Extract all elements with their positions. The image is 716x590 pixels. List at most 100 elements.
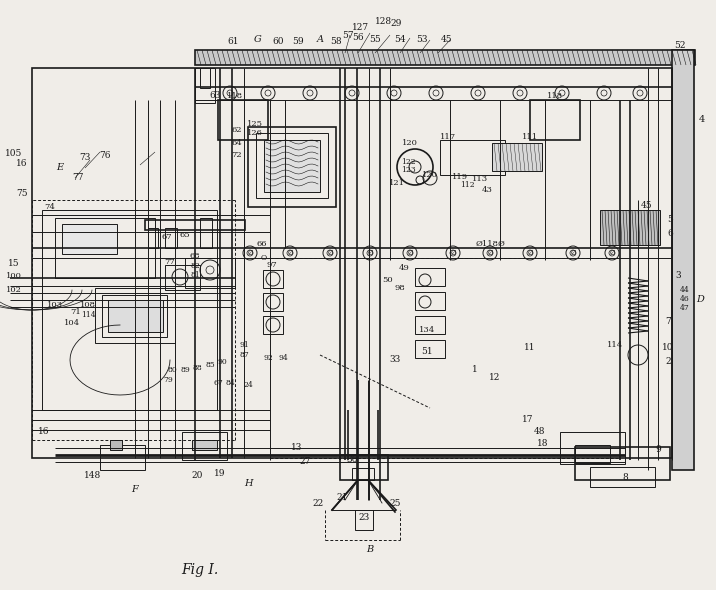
Text: H: H: [243, 478, 252, 487]
Bar: [672, 50, 694, 470]
Text: 33: 33: [390, 356, 401, 365]
Text: 54: 54: [395, 34, 406, 44]
Bar: [192, 440, 217, 450]
Text: Ø: Ø: [609, 250, 615, 256]
Bar: [600, 210, 660, 245]
Text: D: D: [696, 296, 704, 304]
Text: 118: 118: [547, 92, 563, 100]
Bar: [492, 143, 542, 171]
Text: Ø: Ø: [527, 250, 533, 256]
Text: 104: 104: [64, 319, 80, 327]
Text: 15: 15: [8, 258, 20, 267]
Text: 125: 125: [247, 120, 263, 128]
Text: 55: 55: [369, 35, 381, 44]
Text: 80: 80: [167, 366, 177, 374]
Text: 6: 6: [667, 228, 673, 238]
Text: 66: 66: [257, 240, 267, 248]
Text: 67: 67: [213, 379, 223, 387]
Text: 18: 18: [537, 440, 548, 448]
Bar: [352, 468, 374, 480]
Text: 65: 65: [180, 231, 190, 239]
Text: G: G: [254, 35, 262, 44]
Text: 103: 103: [47, 301, 63, 309]
Text: 16: 16: [38, 428, 49, 437]
Text: 89: 89: [180, 366, 190, 374]
Text: 63: 63: [209, 90, 221, 100]
Text: 4: 4: [699, 116, 705, 124]
Text: 77: 77: [165, 258, 175, 266]
Text: 118: 118: [227, 92, 243, 100]
Text: 13: 13: [291, 442, 303, 451]
Text: 8: 8: [622, 474, 628, 483]
Bar: [165, 265, 200, 290]
Text: 49: 49: [399, 264, 410, 272]
Text: 56: 56: [352, 32, 364, 41]
Text: 1: 1: [472, 365, 478, 375]
Text: 19: 19: [214, 468, 226, 477]
Text: 108: 108: [80, 301, 96, 309]
Text: Ø: Ø: [247, 250, 253, 256]
Text: 119: 119: [452, 173, 468, 181]
Text: 9: 9: [655, 444, 661, 454]
Text: 61: 61: [227, 38, 238, 47]
Bar: [55, 218, 155, 278]
Text: 64: 64: [231, 139, 243, 147]
Text: 120: 120: [402, 139, 418, 147]
Text: 47: 47: [680, 304, 690, 312]
Text: 97: 97: [266, 261, 277, 269]
Text: 82: 82: [190, 262, 200, 270]
Text: 43: 43: [482, 186, 493, 194]
Bar: [263, 293, 283, 311]
Bar: [165, 228, 177, 248]
Text: 60: 60: [272, 37, 284, 45]
Text: 20: 20: [191, 470, 203, 480]
Text: 12: 12: [489, 373, 500, 382]
Bar: [575, 445, 610, 463]
Bar: [263, 270, 283, 288]
Text: 5: 5: [667, 215, 673, 225]
Text: 85: 85: [205, 361, 215, 369]
Bar: [415, 268, 445, 286]
Bar: [415, 292, 445, 310]
Bar: [185, 258, 235, 288]
Text: 79: 79: [163, 376, 173, 384]
Bar: [32, 68, 672, 458]
Text: 62: 62: [232, 126, 242, 134]
Bar: [248, 127, 336, 207]
Bar: [263, 316, 283, 334]
Text: 21: 21: [337, 493, 348, 503]
Text: 23: 23: [359, 513, 369, 523]
Bar: [195, 50, 695, 65]
Text: 88: 88: [192, 364, 202, 372]
Text: Ø: Ø: [450, 250, 455, 256]
Text: 148: 148: [84, 471, 102, 480]
Text: 36: 36: [347, 455, 358, 464]
Text: 126: 126: [247, 129, 263, 137]
Bar: [415, 316, 445, 334]
Text: Ø: Ø: [488, 250, 493, 256]
Text: E: E: [57, 163, 64, 172]
Bar: [62, 224, 117, 254]
Bar: [264, 140, 320, 192]
Text: 67: 67: [162, 233, 173, 241]
Text: Ø: Ø: [367, 250, 373, 256]
Text: 46: 46: [680, 295, 690, 303]
Text: 27: 27: [299, 457, 311, 467]
Bar: [218, 100, 268, 140]
Bar: [102, 295, 167, 337]
Text: 22: 22: [312, 500, 324, 509]
Text: A: A: [316, 35, 324, 44]
Text: 10: 10: [662, 343, 674, 352]
Bar: [110, 440, 122, 450]
Text: 45: 45: [441, 35, 453, 44]
Bar: [340, 455, 388, 480]
Text: Ø: Ø: [287, 250, 293, 256]
Text: 120: 120: [422, 171, 438, 179]
Text: 71: 71: [71, 308, 82, 316]
Text: 44: 44: [680, 286, 690, 294]
Text: 90: 90: [217, 358, 227, 366]
Text: 84: 84: [225, 379, 235, 387]
Text: 53: 53: [416, 35, 427, 44]
Text: Fig I.: Fig I.: [181, 563, 218, 577]
Text: 3: 3: [675, 270, 681, 280]
